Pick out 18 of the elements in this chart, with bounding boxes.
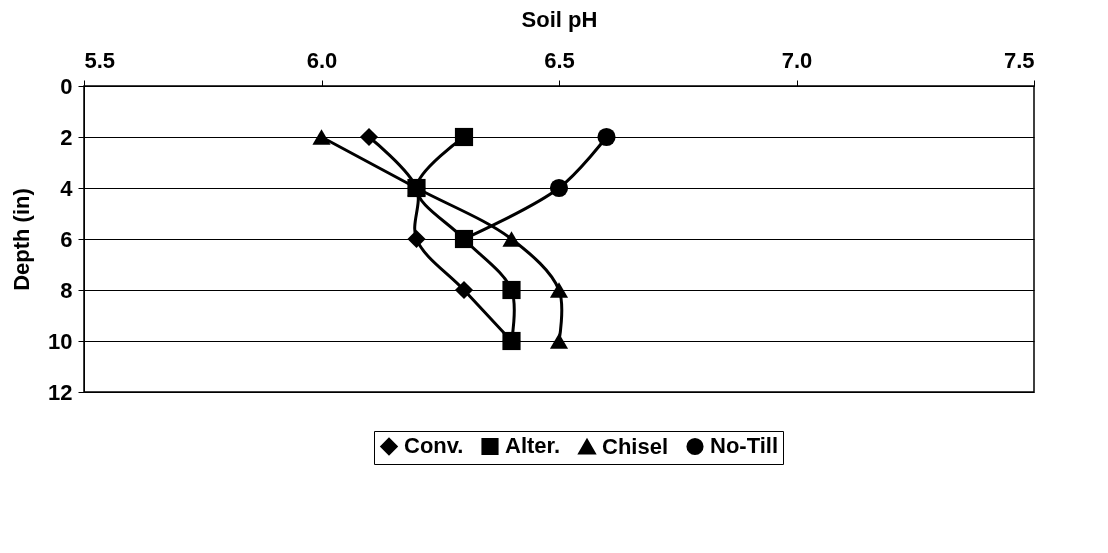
x-tick-label: 6.0 bbox=[306, 47, 338, 73]
y-tick-label: 12 bbox=[48, 379, 73, 405]
legend-label: No-Till bbox=[710, 433, 779, 459]
x-tick-label: 5.5 bbox=[84, 47, 116, 73]
legend-label: Conv. bbox=[404, 433, 464, 459]
x-axis-title: Soil pH bbox=[521, 6, 598, 32]
x-tick-label: 7.0 bbox=[781, 47, 813, 73]
y-tick-label: 4 bbox=[60, 175, 74, 201]
legend-label: Alter. bbox=[505, 433, 561, 459]
legend-label: Chisel bbox=[602, 433, 669, 459]
y-axis-title: Depth (in) bbox=[9, 188, 35, 291]
x-tick-label: 7.5 bbox=[1003, 47, 1035, 73]
y-tick-label: 0 bbox=[60, 73, 73, 99]
y-tick-label: 8 bbox=[60, 277, 73, 303]
y-tick-label: 6 bbox=[60, 226, 73, 252]
y-tick-label: 10 bbox=[48, 328, 73, 354]
y-tick-label: 2 bbox=[60, 124, 73, 150]
x-tick-label: 6.5 bbox=[544, 47, 575, 73]
